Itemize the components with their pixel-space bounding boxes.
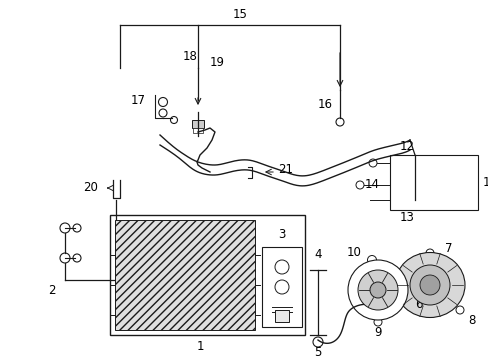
Bar [193,128,203,133]
Circle shape [159,109,167,117]
Circle shape [373,318,381,326]
Text: 3: 3 [278,229,285,242]
Circle shape [347,260,407,320]
Text: 10: 10 [346,246,361,258]
Circle shape [335,118,343,126]
Text: 18: 18 [182,50,197,63]
Circle shape [60,223,70,233]
Circle shape [60,253,70,263]
Circle shape [312,337,323,347]
Bar [192,120,203,128]
Circle shape [369,282,385,298]
Text: 13: 13 [399,211,414,225]
Text: 1: 1 [196,341,203,354]
Circle shape [357,270,397,310]
Text: 12: 12 [399,140,414,153]
Bar [110,215,305,335]
Text: 19: 19 [209,55,224,68]
Text: 7: 7 [444,242,451,255]
Circle shape [170,117,177,123]
Text: 20: 20 [83,181,98,194]
Circle shape [419,275,439,295]
Text: 4: 4 [314,248,321,261]
Bar [262,247,302,327]
Bar [274,310,288,322]
Circle shape [425,249,433,257]
Text: 17: 17 [130,94,145,107]
Bar [115,220,254,330]
Circle shape [355,181,363,189]
Circle shape [73,224,81,232]
Text: 9: 9 [373,325,381,338]
Text: 8: 8 [467,314,474,327]
Bar [389,155,477,210]
Circle shape [274,260,288,274]
Circle shape [455,306,463,314]
Circle shape [409,265,449,305]
Text: 2: 2 [48,284,56,297]
Text: 21: 21 [278,163,292,176]
Circle shape [404,292,411,298]
Circle shape [73,254,81,262]
Text: 11: 11 [482,176,488,189]
Ellipse shape [394,252,464,318]
Text: 15: 15 [232,9,247,22]
Circle shape [368,159,376,167]
Circle shape [158,98,167,107]
Text: 14: 14 [364,179,379,192]
Circle shape [274,280,288,294]
Circle shape [367,256,376,265]
Text: 6: 6 [414,298,422,311]
Text: 16: 16 [317,99,332,112]
Text: 5: 5 [314,346,321,359]
